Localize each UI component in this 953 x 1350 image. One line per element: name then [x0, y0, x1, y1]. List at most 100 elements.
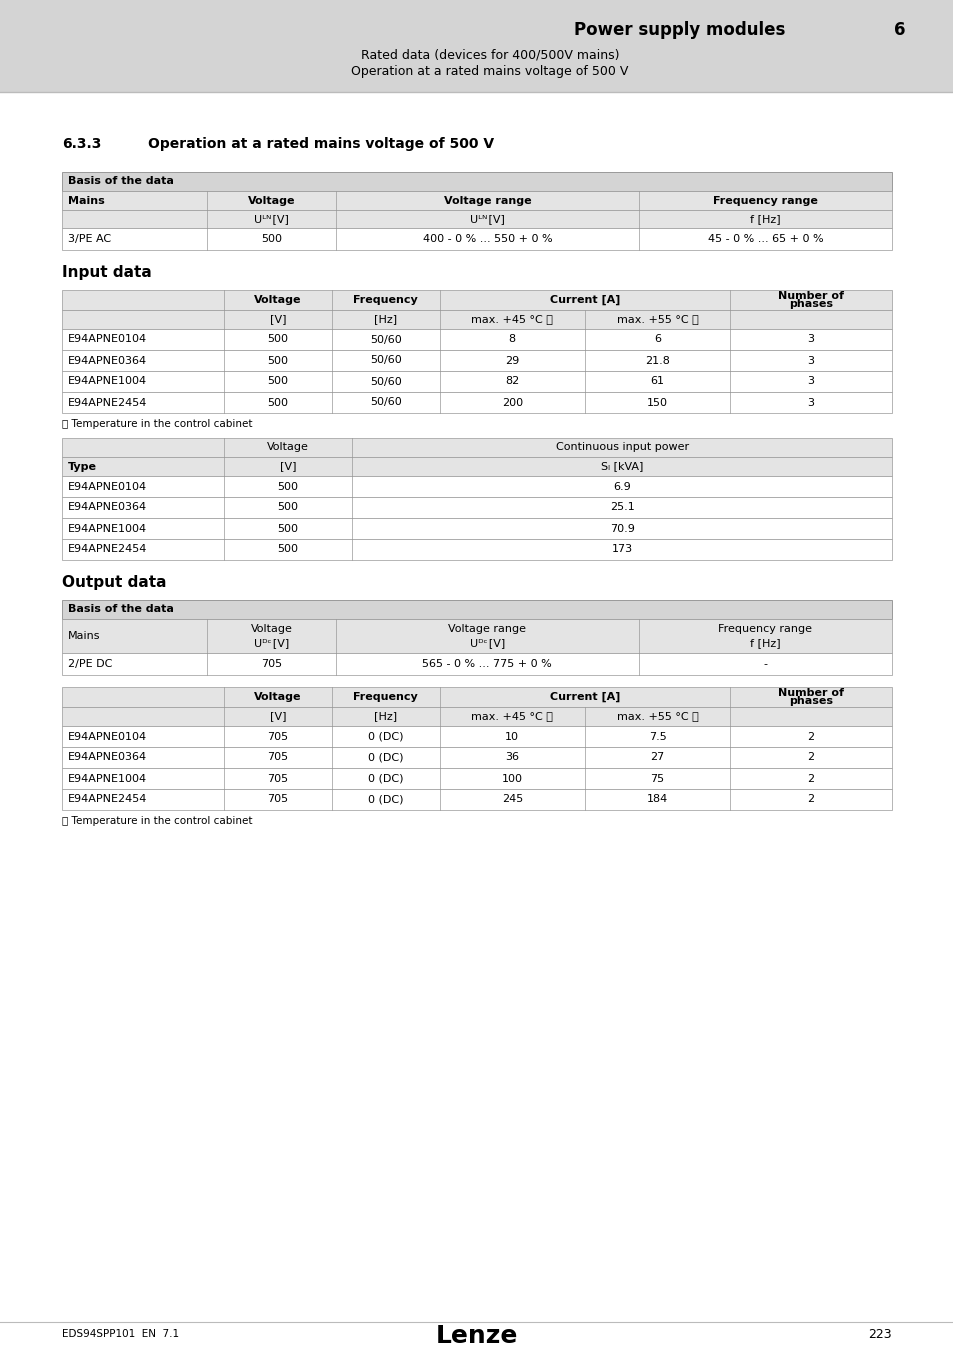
Text: Mains: Mains: [68, 630, 100, 641]
Bar: [62, 437, 891, 458]
Text: Voltage: Voltage: [248, 196, 295, 205]
Text: f [Hz]: f [Hz]: [749, 215, 780, 224]
Text: E94APNE0364: E94APNE0364: [68, 355, 147, 366]
Bar: [62, 190, 891, 211]
Text: -: -: [762, 659, 766, 670]
Text: Input data: Input data: [62, 265, 152, 279]
Text: 29: 29: [505, 355, 518, 366]
Text: 6: 6: [893, 22, 904, 39]
Text: E94APNE0104: E94APNE0104: [68, 335, 147, 344]
Bar: [62, 653, 891, 675]
Text: ⓘ Temperature in the control cabinet: ⓘ Temperature in the control cabinet: [62, 418, 253, 429]
Text: Sₗ [kVA]: Sₗ [kVA]: [600, 462, 642, 471]
Bar: [62, 171, 891, 190]
Text: 705: 705: [267, 795, 288, 805]
Bar: [62, 599, 891, 620]
Text: Number of: Number of: [778, 290, 843, 301]
Text: Basis of the data: Basis of the data: [68, 177, 173, 186]
Text: Power supply modules: Power supply modules: [573, 22, 784, 39]
Bar: [62, 620, 891, 653]
Text: Frequency: Frequency: [353, 296, 417, 305]
Text: 7.5: 7.5: [648, 732, 666, 741]
Bar: [62, 228, 891, 250]
Text: Mains: Mains: [68, 196, 105, 205]
Text: Number of: Number of: [778, 687, 843, 698]
Text: 3: 3: [807, 397, 814, 408]
Text: Voltage range: Voltage range: [448, 624, 526, 634]
Text: 6.3.3: 6.3.3: [62, 136, 101, 151]
Text: Type: Type: [68, 462, 97, 471]
Bar: [62, 329, 891, 350]
Text: 21.8: 21.8: [644, 355, 669, 366]
Text: Frequency: Frequency: [353, 693, 417, 702]
Text: 75: 75: [650, 774, 664, 783]
Text: Uᴰᶜ [V]: Uᴰᶜ [V]: [469, 637, 504, 648]
Text: 565 - 0 % ... 775 + 0 %: 565 - 0 % ... 775 + 0 %: [422, 659, 552, 670]
Text: 61: 61: [650, 377, 664, 386]
Text: Uᴸᴺ [V]: Uᴸᴺ [V]: [253, 215, 289, 224]
Bar: [62, 687, 891, 707]
Text: max. +55 °C ⓘ: max. +55 °C ⓘ: [616, 315, 698, 324]
Bar: [62, 350, 891, 371]
Bar: [62, 290, 891, 310]
Text: 100: 100: [501, 774, 522, 783]
Bar: [62, 707, 891, 726]
Text: [Hz]: [Hz]: [374, 711, 396, 721]
Text: 82: 82: [505, 377, 518, 386]
Text: 27: 27: [650, 752, 664, 763]
Text: 500: 500: [261, 234, 282, 244]
Text: [V]: [V]: [279, 462, 296, 471]
Bar: [62, 539, 891, 560]
Text: 0 (DC): 0 (DC): [368, 752, 403, 763]
Text: 500: 500: [277, 524, 298, 533]
Bar: [62, 497, 891, 518]
Text: 500: 500: [277, 544, 298, 555]
Text: Operation at a rated mains voltage of 500 V: Operation at a rated mains voltage of 50…: [351, 66, 628, 78]
Text: 3: 3: [807, 335, 814, 344]
Text: 705: 705: [261, 659, 282, 670]
Text: 223: 223: [867, 1327, 891, 1341]
Text: 50/60: 50/60: [370, 377, 401, 386]
Text: 10: 10: [505, 732, 518, 741]
Text: f [Hz]: f [Hz]: [749, 637, 780, 648]
Text: E94APNE1004: E94APNE1004: [68, 377, 147, 386]
Text: 3/PE AC: 3/PE AC: [68, 234, 111, 244]
Text: [V]: [V]: [270, 315, 286, 324]
Text: 3: 3: [807, 355, 814, 366]
Text: Current [A]: Current [A]: [549, 691, 619, 702]
Text: 245: 245: [501, 795, 522, 805]
Text: 6.9: 6.9: [613, 482, 631, 491]
Text: 705: 705: [267, 774, 288, 783]
Text: Voltage: Voltage: [267, 443, 309, 452]
Text: 25.1: 25.1: [609, 502, 634, 513]
Text: 50/60: 50/60: [370, 335, 401, 344]
Bar: [62, 392, 891, 413]
Text: 173: 173: [611, 544, 632, 555]
Text: 500: 500: [267, 335, 288, 344]
Text: E94APNE2454: E94APNE2454: [68, 397, 147, 408]
Bar: [62, 211, 891, 228]
Text: Rated data (devices for 400/500V mains): Rated data (devices for 400/500V mains): [360, 49, 618, 62]
Text: 45 - 0 % ... 65 + 0 %: 45 - 0 % ... 65 + 0 %: [707, 234, 822, 244]
Text: 200: 200: [501, 397, 522, 408]
Text: 0 (DC): 0 (DC): [368, 795, 403, 805]
Text: 50/60: 50/60: [370, 397, 401, 408]
Text: phases: phases: [788, 300, 832, 309]
Text: Voltage: Voltage: [251, 624, 293, 634]
Text: Output data: Output data: [62, 575, 167, 590]
Bar: [62, 518, 891, 539]
Text: Voltage: Voltage: [253, 296, 301, 305]
Bar: [62, 747, 891, 768]
Text: 705: 705: [267, 752, 288, 763]
Text: 500: 500: [267, 377, 288, 386]
Text: 6: 6: [654, 335, 660, 344]
Text: Uᴸᴺ [V]: Uᴸᴺ [V]: [470, 215, 504, 224]
Text: E94APNE1004: E94APNE1004: [68, 524, 147, 533]
Text: E94APNE0104: E94APNE0104: [68, 482, 147, 491]
Text: 0 (DC): 0 (DC): [368, 774, 403, 783]
Text: 70.9: 70.9: [609, 524, 634, 533]
Bar: [62, 726, 891, 747]
Bar: [62, 310, 891, 329]
Text: EDS94SPP101  EN  7.1: EDS94SPP101 EN 7.1: [62, 1328, 179, 1339]
Text: Uᴰᶜ [V]: Uᴰᶜ [V]: [253, 637, 289, 648]
